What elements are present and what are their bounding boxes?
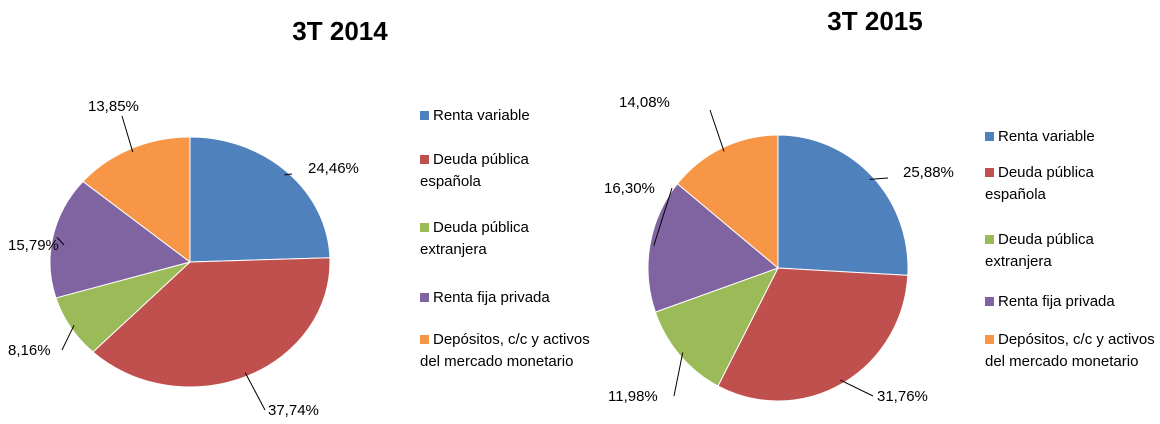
pie-slice: [189, 136, 331, 263]
leader-line: [673, 352, 684, 397]
data-label: 25,88%: [903, 164, 954, 181]
data-label: 8,16%: [8, 342, 51, 359]
leader-line: [121, 115, 134, 153]
data-label: 15,79%: [8, 237, 59, 254]
legend-label: Renta fija privada: [433, 289, 550, 306]
legend-swatch: [985, 335, 994, 344]
legend-item: Deuda pública española: [420, 149, 590, 193]
data-label: 31,76%: [877, 388, 928, 405]
legend-item: Depósitos, c/c y activos del mercado mon…: [420, 329, 590, 373]
legend-item: Deuda pública española: [985, 162, 1155, 206]
legend-label: Deuda pública española: [420, 151, 529, 190]
data-label: 13,85%: [88, 98, 139, 115]
pie-slice: [82, 136, 191, 264]
legend-item: Renta fija privada: [420, 287, 590, 309]
leader-line: [653, 187, 673, 246]
leader-line: [869, 177, 889, 180]
legend-swatch: [985, 235, 994, 244]
legend-swatch: [420, 111, 429, 120]
legend-swatch: [420, 155, 429, 164]
data-label: 37,74%: [268, 402, 319, 419]
chart-title: 3T 2015: [827, 6, 922, 36]
legend-swatch: [420, 223, 429, 232]
legend-swatch: [985, 168, 994, 177]
legend-label: Renta variable: [998, 128, 1095, 145]
legend-item: Renta fija privada: [985, 291, 1155, 313]
leader-line: [284, 173, 293, 176]
pie-slice: [49, 180, 192, 299]
legend-swatch: [420, 335, 429, 344]
pie-slice: [654, 267, 780, 387]
pie-slice: [647, 183, 779, 313]
legend-label: Deuda pública extranjera: [985, 231, 1094, 270]
legend-swatch: [420, 293, 429, 302]
legend-swatch: [985, 132, 994, 141]
data-label: 24,46%: [308, 160, 359, 177]
legend-item: Deuda pública extranjera: [420, 217, 590, 261]
leader-line: [709, 109, 725, 152]
data-label: 14,08%: [619, 94, 670, 111]
leader-line: [61, 324, 75, 351]
chart-title: 3T 2014: [292, 16, 388, 46]
legend-label: Depósitos, c/c y activos del mercado mon…: [420, 331, 590, 370]
leader-line: [840, 379, 874, 397]
pie-slice: [777, 134, 909, 276]
legend-item: Renta variable: [985, 126, 1155, 148]
legend-label: Renta variable: [433, 107, 530, 124]
legend-item: Deuda pública extranjera: [985, 229, 1155, 273]
legend-label: Deuda pública española: [985, 164, 1094, 203]
leader-line: [244, 372, 266, 411]
legend-swatch: [985, 297, 994, 306]
legend-label: Depósitos, c/c y activos del mercado mon…: [985, 331, 1155, 370]
leader-line: [56, 237, 65, 246]
legend-item: Renta variable: [420, 105, 590, 127]
legend-label: Renta fija privada: [998, 293, 1115, 310]
data-label: 16,30%: [604, 180, 655, 197]
legend-label: Deuda pública extranjera: [420, 219, 529, 258]
data-label: 11,98%: [608, 388, 658, 405]
legend-item: Depósitos, c/c y activos del mercado mon…: [985, 329, 1155, 373]
pie-slice: [717, 267, 909, 402]
